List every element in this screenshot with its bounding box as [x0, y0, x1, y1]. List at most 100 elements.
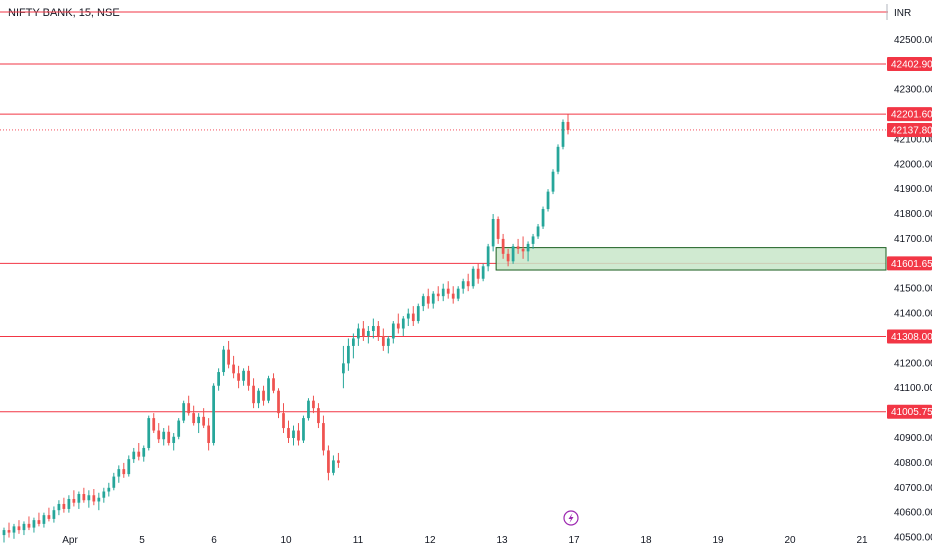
y-tick-label: 41200.00	[894, 358, 932, 369]
demand-zone[interactable]	[495, 247, 887, 271]
candle-body	[486, 246, 490, 267]
candle-body	[461, 281, 465, 289]
candle-body	[541, 209, 545, 227]
candle-body	[317, 408, 320, 424]
last-price-label-bg	[887, 122, 932, 137]
candle-body	[147, 418, 151, 448]
candle-body	[342, 363, 345, 374]
candle-body	[82, 494, 86, 501]
candles-group	[2, 114, 570, 543]
x-tick-label: Apr	[62, 535, 78, 546]
candle-body	[267, 378, 270, 401]
level-price-label-bg	[887, 56, 932, 71]
candle-body	[521, 248, 525, 252]
candle-body	[421, 296, 425, 307]
candle-body	[42, 515, 46, 524]
candle-body	[272, 378, 275, 391]
candle-body	[72, 498, 76, 503]
candle-body	[107, 487, 111, 492]
y-tick-label: 42000.00	[894, 159, 932, 170]
candle-body	[371, 326, 375, 331]
candle-body	[292, 430, 295, 439]
x-tick-label: 21	[856, 535, 868, 546]
candle-body	[531, 236, 535, 244]
candle-body	[376, 326, 380, 336]
candle-body	[217, 372, 220, 386]
y-tick-label: 40700.00	[894, 483, 932, 494]
y-tick-label: 41700.00	[894, 234, 932, 245]
y-tick-label: 41500.00	[894, 284, 932, 295]
candle-body	[451, 293, 455, 299]
candle-body	[282, 413, 285, 429]
candle-body	[242, 370, 245, 381]
candle-body	[152, 418, 156, 431]
candle-body	[302, 418, 305, 441]
candle-body	[137, 451, 141, 457]
y-tick-label: 40600.00	[894, 508, 932, 519]
level-price-label: 41005.75	[891, 407, 932, 418]
candle-body	[207, 425, 211, 443]
candle-body	[232, 364, 235, 374]
candle-body	[112, 476, 116, 488]
symbol-label: NIFTY BANK, 15, NSE	[8, 7, 120, 19]
candle-body	[536, 226, 540, 237]
x-tick-label: 5	[139, 535, 145, 546]
candle-body	[526, 243, 530, 252]
candle-body	[501, 238, 505, 254]
event-marker[interactable]	[563, 510, 579, 526]
candle-body	[212, 385, 216, 443]
zone-group	[495, 247, 887, 271]
candle-body	[2, 530, 6, 536]
y-tick-label: 40800.00	[894, 458, 932, 469]
y-tick-label: 42300.00	[894, 85, 932, 96]
currency-label: INR	[894, 8, 911, 19]
candle-body	[27, 523, 31, 528]
candle-body	[187, 403, 191, 414]
level-price-label: 41308.00	[891, 332, 932, 343]
level-price-label-bg	[887, 256, 932, 271]
candle-body	[441, 288, 445, 297]
candle-body	[237, 373, 240, 381]
candle-body	[556, 146, 560, 172]
level-price-label: 42201.60	[891, 110, 932, 121]
candle-body	[327, 450, 330, 473]
candle-body	[17, 526, 21, 531]
y-tick-label: 41400.00	[894, 309, 932, 320]
candle-body	[356, 328, 360, 339]
candle-body	[337, 460, 340, 463]
candle-body	[172, 436, 176, 443]
candle-body	[117, 469, 121, 477]
candle-body	[307, 400, 310, 419]
x-tick-label: 17	[568, 535, 580, 546]
candle-body	[406, 313, 410, 319]
candle-body	[222, 349, 225, 373]
level-price-label: 41601.65	[891, 259, 932, 270]
candle-body	[312, 400, 315, 409]
candle-body	[97, 497, 101, 502]
candle-body	[192, 413, 196, 424]
candle-body	[431, 293, 435, 304]
candle-body	[506, 253, 510, 262]
candle-body	[167, 431, 171, 443]
level-price-label-bg	[887, 107, 932, 122]
candle-body	[92, 495, 96, 502]
x-tick-label: 12	[424, 535, 436, 546]
candle-body	[352, 338, 355, 346]
y-tick-label: 41900.00	[894, 184, 932, 195]
candle-body	[227, 349, 230, 365]
y-tick-label: 40900.00	[894, 433, 932, 444]
candle-body	[7, 530, 11, 533]
y-tick-label: 41800.00	[894, 209, 932, 220]
candle-body	[87, 495, 91, 501]
candle-body	[491, 219, 495, 247]
lightning-icon	[568, 513, 574, 523]
last-price-label: 42137.80	[891, 125, 932, 136]
candle-body	[561, 121, 565, 147]
y-tick-label: 42100.00	[894, 134, 932, 145]
candle-body	[57, 503, 61, 511]
candle-body	[157, 430, 161, 440]
candle-body	[436, 293, 440, 297]
